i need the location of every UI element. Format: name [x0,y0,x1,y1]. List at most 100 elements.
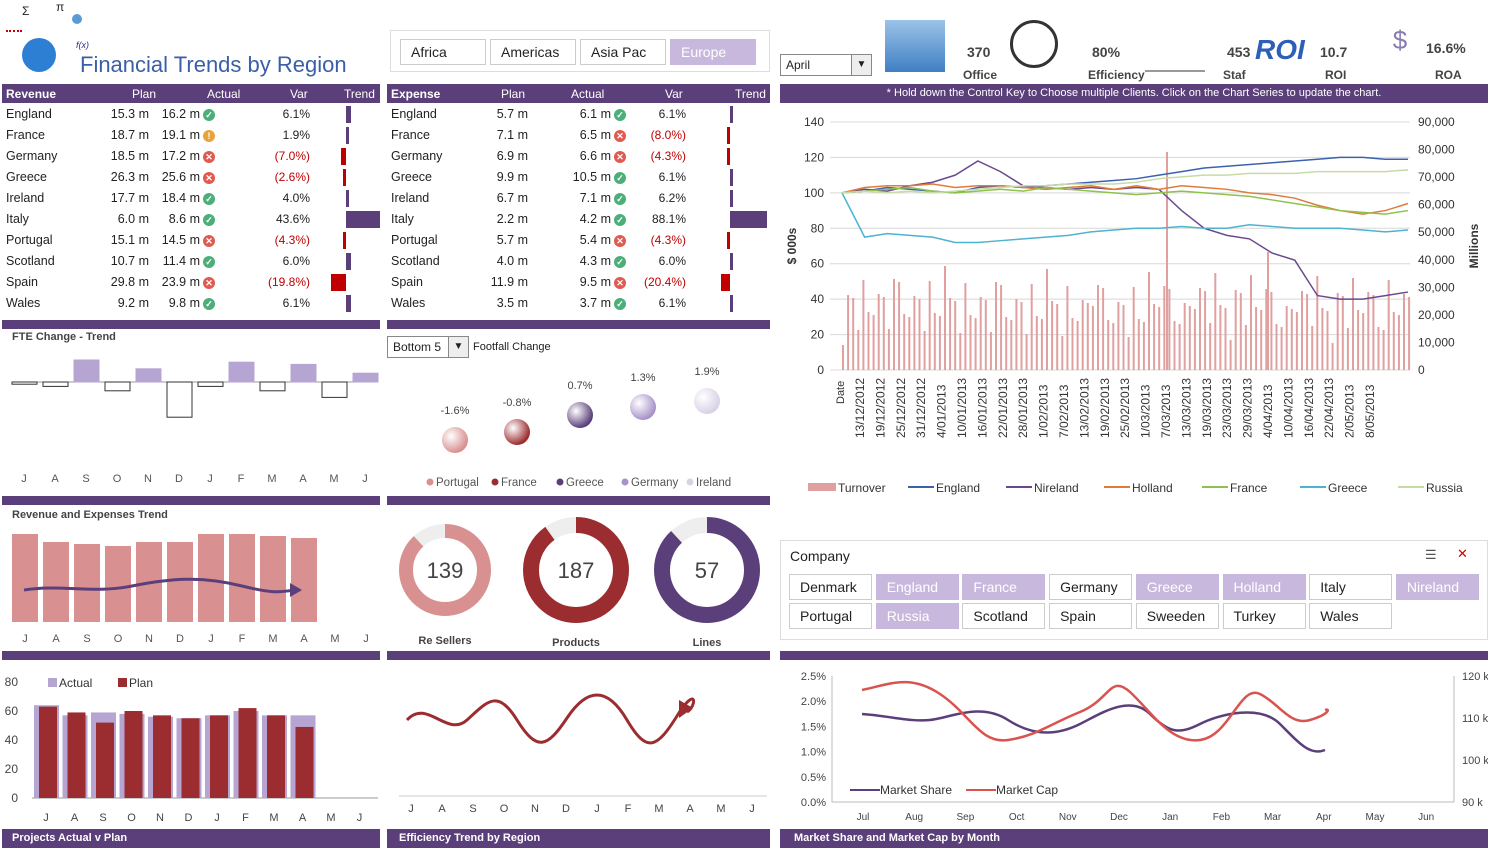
company-button-denmark[interactable]: Denmark [789,574,872,600]
company-button-italy[interactable]: Italy [1309,574,1393,600]
month-select[interactable]: April ▼ [780,54,872,76]
expense-row-actual: 4.2 m [579,212,611,226]
y2-tick: 10,000 [1418,335,1455,349]
signal-icon [6,26,22,32]
donut-value: 139 [427,558,464,583]
series-line[interactable] [841,183,1409,215]
month-tick: A [438,803,446,815]
series-line[interactable] [841,186,1409,215]
cross-icon: ✕ [203,172,215,184]
main-trend-chart[interactable]: 140 120 100 80 60 40 20 0 90,000 80,000 70,000 60,0… [780,106,1488,536]
company-button-spain[interactable]: Spain [1049,603,1133,629]
company-button-nireland[interactable]: Nireland [1395,574,1479,600]
projects-title-bar: Projects Actual v Plan [2,829,380,848]
market-cap-line [861,680,1329,742]
company-button-holland[interactable]: Holland [1222,574,1306,600]
kpi-label: Office [963,68,998,82]
revenue-row-plan: 18.5 m [110,149,149,163]
turnover-bar [913,296,916,370]
sigma-icon: Σ [22,4,30,18]
cross-icon: ✕ [203,151,215,163]
company-button-wales[interactable]: Wales [1309,603,1393,629]
month-tick: F [238,473,245,485]
revenue-row-plan: 18.7 m [110,128,149,142]
month-tick: S [82,473,89,485]
x-tick: 22/04/2013 [1322,378,1336,438]
y2-tick: 120 k [1462,671,1488,683]
company-button-scotland[interactable]: Scotland [962,603,1046,629]
company-button-russia[interactable]: Russia [875,603,959,629]
series-line[interactable] [841,192,1409,244]
turnover-bar [1275,324,1278,370]
building-icon [885,20,945,72]
turnover-bar [1306,294,1309,370]
projects-chart: 80 60 40 20 0 Actual Plan J A S O N D J F M A M J [5,675,378,824]
company-button-england[interactable]: England [875,574,959,600]
clear-filter-icon[interactable]: ✕ [1457,546,1468,561]
turnover-bar [852,298,855,370]
expense-trend-bar [730,169,733,186]
revenue-row-plan: 17.7 m [110,191,149,205]
turnover-bar [867,312,870,370]
x-tick: 25/02/2013 [1118,378,1132,438]
turnover-bar [1066,286,1069,370]
expense-trend-bar [727,232,730,249]
footfall-value: -0.8% [503,397,532,409]
revenue-trend-bar [346,253,351,270]
company-button-germany[interactable]: Germany [1049,574,1133,600]
legend-label: Russia [1426,481,1463,495]
company-button-turkey[interactable]: Turkey [1222,603,1306,629]
y2-tick: 90 k [1462,797,1483,809]
arrow-head-icon [290,583,302,597]
expense-row-name: Italy [391,212,414,226]
donut-label: Products [552,637,600,649]
region-button-europe[interactable]: Europe [670,39,756,65]
expense-trend-bar [730,190,733,207]
turnover-bar [1046,269,1048,370]
expense-row-actual: 3.7 m [579,296,611,310]
multi-select-icon[interactable]: ☰ [1425,547,1437,562]
y2-tick: 100 k [1462,755,1488,767]
check-icon: ✓ [614,109,626,121]
series-line[interactable] [841,160,1409,300]
month-tick: Apr [1316,812,1332,823]
expense-row-var: (8.0%) [650,128,686,142]
month-tick: Oct [1009,812,1025,823]
company-button-portugal[interactable]: Portugal [789,603,872,629]
company-button-greece[interactable]: Greece [1135,574,1219,600]
turnover-bar [1025,334,1028,370]
month-tick: F [239,633,246,645]
plan-bar [153,715,171,798]
fte-bar [321,381,348,398]
revenue-row-plan: 26.3 m [110,170,149,184]
revenue-row-var: 6.0% [282,254,310,268]
footfall-select[interactable]: Bottom 5 ▼ [387,336,469,358]
expense-row-actual: 10.5 m [572,170,611,184]
company-button-france[interactable]: France [962,574,1046,600]
month-tick: S [99,812,106,824]
series-line[interactable] [841,169,1409,194]
x-tick: 25/12/2012 [894,378,908,438]
region-button-africa[interactable]: Africa [400,39,486,65]
expense-row-actual: 9.5 m [579,275,611,289]
revenue-trend-bar [346,190,350,207]
region-button-americas[interactable]: Americas [490,39,576,65]
month-tick: A [299,812,307,824]
legend-label: Holland [1132,481,1173,495]
turnover-bar [1326,311,1329,370]
month-tick: M [269,812,278,824]
turnover-bar [1301,291,1303,370]
turnover-bar [1219,305,1222,370]
trend-arrow [23,577,301,594]
expense-col-header: Expense [391,87,441,101]
x-tick: 19/02/2013 [1098,378,1112,438]
month-tick: J [363,633,369,645]
check-icon: ✓ [614,214,626,226]
legend-dot [621,478,629,486]
company-button-sweeden[interactable]: Sweeden [1135,603,1219,629]
turnover-bar [989,332,992,370]
month-tick: J [362,473,368,485]
revenue-row-name: France [6,128,45,142]
region-button-asia-pac[interactable]: Asia Pac [580,39,666,65]
